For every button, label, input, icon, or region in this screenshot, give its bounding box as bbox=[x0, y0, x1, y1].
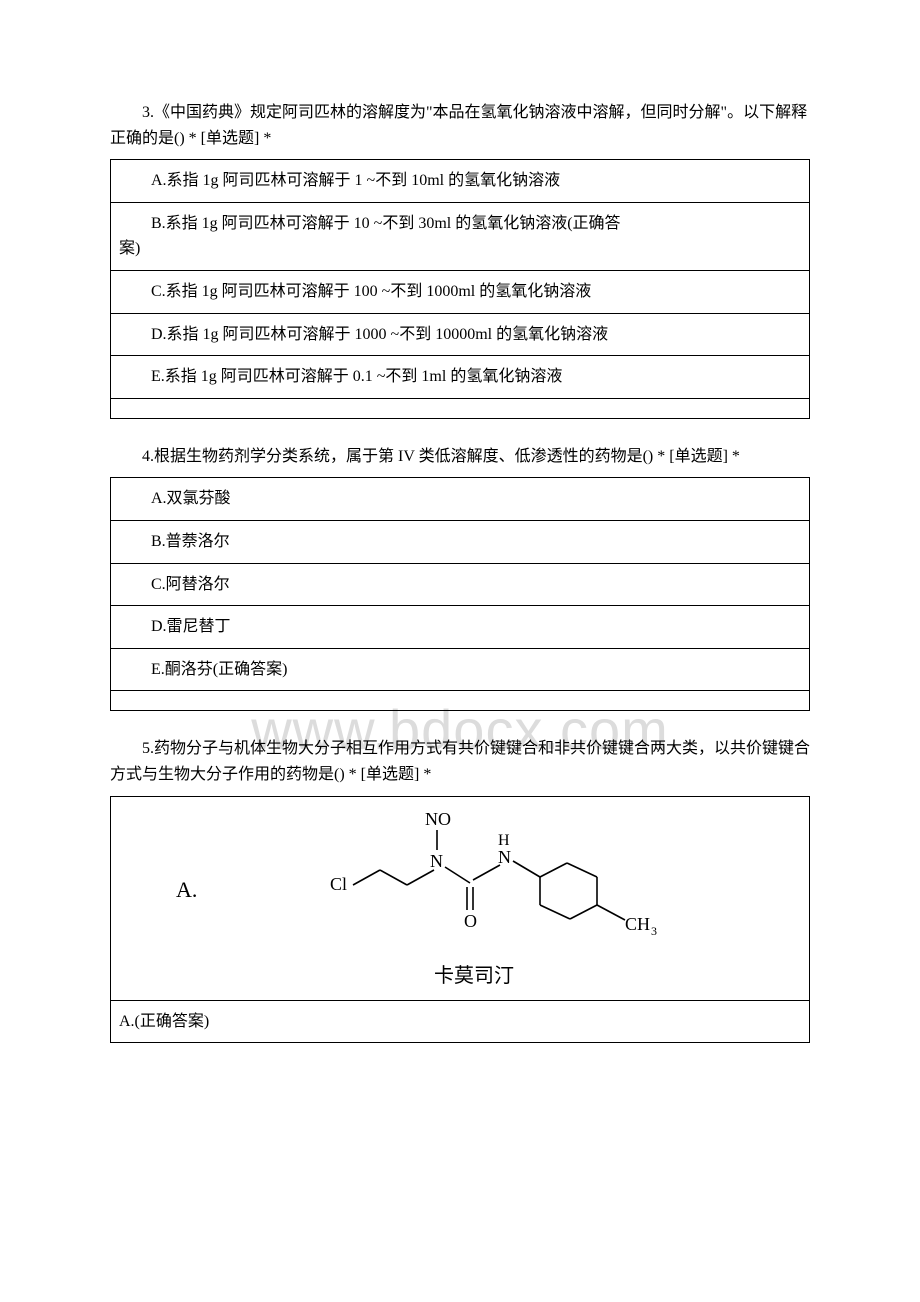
q4-empty-row bbox=[111, 691, 810, 711]
carmustine-structure-icon: Cl N NO bbox=[325, 805, 685, 955]
q5-chemical-structure-cell: A. Cl N NO bbox=[111, 796, 810, 1000]
document-content: 3.《中国药典》规定阿司匹林的溶解度为"本品在氢氧化钠溶液中溶解，但同时分解"。… bbox=[110, 100, 810, 1043]
q3-option-b: B.系指 1g 阿司匹林可溶解于 10 ~不到 30ml 的氢氧化钠溶液(正确答… bbox=[111, 202, 810, 270]
svg-text:CH: CH bbox=[625, 914, 650, 934]
question-3-text: 3.《中国药典》规定阿司匹林的溶解度为"本品在氢氧化钠溶液中溶解，但同时分解"。… bbox=[110, 100, 810, 151]
svg-text:N: N bbox=[430, 851, 443, 871]
svg-text:O: O bbox=[464, 911, 477, 931]
question-4-options-table: A.双氯芬酸 B.普萘洛尔 C.阿替洛尔 D.雷尼替丁 E.酮洛芬(正确答案) bbox=[110, 477, 810, 711]
svg-text:3: 3 bbox=[651, 924, 657, 938]
svg-text:NO: NO bbox=[425, 809, 451, 829]
chemical-name: 卡莫司汀 bbox=[151, 960, 797, 992]
question-4-text: 4.根据生物药剂学分类系统，属于第 IV 类低溶解度、低渗透性的药物是() * … bbox=[110, 444, 810, 470]
question-5-options-table: A. Cl N NO bbox=[110, 796, 810, 1044]
question-3-options-table: A.系指 1g 阿司匹林可溶解于 1 ~不到 10ml 的氢氧化钠溶液 B.系指… bbox=[110, 159, 810, 419]
q3-option-d: D.系指 1g 阿司匹林可溶解于 1000 ~不到 10000ml 的氢氧化钠溶… bbox=[111, 313, 810, 356]
q3-option-e: E.系指 1g 阿司匹林可溶解于 0.1 ~不到 1ml 的氢氧化钠溶液 bbox=[111, 356, 810, 399]
q3-option-c: C.系指 1g 阿司匹林可溶解于 100 ~不到 1000ml 的氢氧化钠溶液 bbox=[111, 270, 810, 313]
svg-text:Cl: Cl bbox=[330, 874, 347, 894]
q3-option-a: A.系指 1g 阿司匹林可溶解于 1 ~不到 10ml 的氢氧化钠溶液 bbox=[111, 160, 810, 203]
svg-text:N: N bbox=[498, 847, 511, 867]
q4-option-a: A.双氯芬酸 bbox=[111, 478, 810, 521]
q4-option-b: B.普萘洛尔 bbox=[111, 520, 810, 563]
q4-option-d: D.雷尼替丁 bbox=[111, 606, 810, 649]
q4-option-e: E.酮洛芬(正确答案) bbox=[111, 648, 810, 691]
q5-option-a-label: A. bbox=[176, 872, 197, 907]
question-5-text: 5.药物分子与机体生物大分子相互作用方式有共价键键合和非共价键键合两大类，以共价… bbox=[110, 736, 810, 787]
q4-option-c: C.阿替洛尔 bbox=[111, 563, 810, 606]
q3-empty-row bbox=[111, 398, 810, 418]
q5-option-a: A.(正确答案) bbox=[111, 1000, 810, 1043]
